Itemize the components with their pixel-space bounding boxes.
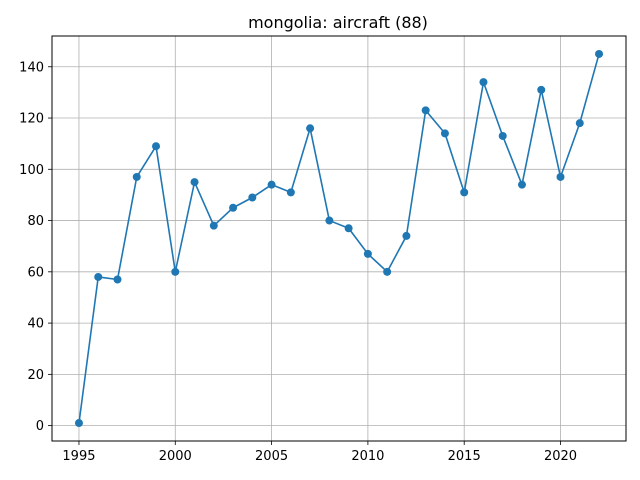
y-tick-label: 140 bbox=[19, 60, 44, 75]
y-tick-label: 100 bbox=[19, 163, 44, 178]
data-point-2011 bbox=[383, 267, 392, 276]
data-point-2002 bbox=[209, 221, 218, 230]
data-point-2014 bbox=[440, 129, 449, 138]
series-line bbox=[78, 53, 600, 424]
x-tick-label: 1995 bbox=[62, 449, 95, 464]
data-point-2012 bbox=[402, 231, 411, 240]
data-point-2005 bbox=[267, 180, 276, 189]
x-tick-label: 2020 bbox=[544, 449, 577, 464]
x-tick-label: 2000 bbox=[159, 449, 192, 464]
data-point-2007 bbox=[306, 124, 315, 133]
chart-title: mongolia: aircraft (88) bbox=[248, 13, 428, 32]
x-tick-label: 2015 bbox=[448, 449, 481, 464]
data-point-2004 bbox=[248, 193, 257, 202]
data-point-2021 bbox=[575, 119, 584, 128]
x-tick-label: 2005 bbox=[255, 449, 288, 464]
data-point-2006 bbox=[286, 188, 295, 197]
data-point-2003 bbox=[229, 203, 238, 212]
plot-area-frame bbox=[51, 35, 627, 442]
data-point-2022 bbox=[595, 49, 604, 58]
y-tick-label: 120 bbox=[19, 112, 44, 127]
data-point-2010 bbox=[363, 249, 372, 258]
data-point-2016 bbox=[479, 78, 488, 87]
series bbox=[74, 49, 604, 428]
data-point-1995 bbox=[74, 419, 83, 428]
y-tick-label: 60 bbox=[27, 265, 44, 280]
data-point-2013 bbox=[421, 106, 430, 115]
data-point-2015 bbox=[460, 188, 469, 197]
y-tick-label: 40 bbox=[27, 317, 44, 332]
data-point-1996 bbox=[94, 272, 103, 281]
data-point-2001 bbox=[190, 178, 199, 187]
data-point-2008 bbox=[325, 216, 334, 225]
y-tick-label: 20 bbox=[27, 368, 44, 383]
data-point-2018 bbox=[517, 180, 526, 189]
y-tick-label: 80 bbox=[27, 214, 44, 229]
data-point-2020 bbox=[556, 172, 565, 181]
axis-ticks: 1995 2000 2005 2010 2015 2020 0 20 40 60 80 100 120 1… bbox=[19, 60, 577, 464]
data-point-1999 bbox=[152, 142, 161, 151]
data-point-2009 bbox=[344, 224, 353, 233]
data-point-2019 bbox=[537, 85, 546, 94]
data-point-2000 bbox=[171, 267, 180, 276]
data-point-1998 bbox=[132, 172, 141, 181]
data-point-1997 bbox=[113, 275, 122, 284]
y-tick-label: 0 bbox=[36, 419, 44, 434]
data-point-2017 bbox=[498, 131, 507, 140]
x-tick-label: 2010 bbox=[351, 449, 384, 464]
grid bbox=[52, 36, 626, 441]
